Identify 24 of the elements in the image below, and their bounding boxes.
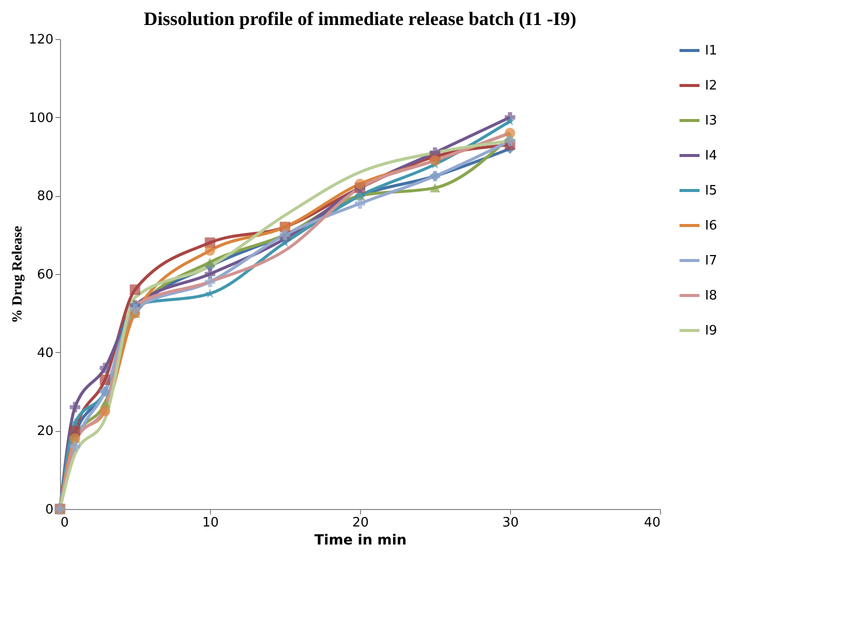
x-axis-title: Time in min: [314, 532, 407, 548]
y-tick-label: 20: [36, 424, 54, 440]
y-tick-label: 40: [36, 346, 54, 361]
legend-label: I7: [705, 254, 718, 268]
legend-label: I4: [705, 148, 718, 164]
legend-label: I3: [705, 114, 718, 128]
legend-label: I1: [705, 44, 718, 58]
x-tick-label: 30: [502, 516, 519, 530]
y-axis-title: % Drug Release: [10, 226, 26, 324]
y-tick-label: 0: [45, 502, 54, 518]
x-tick-label: 0: [60, 516, 69, 530]
legend-label: I9: [705, 324, 718, 338]
legend-label: I2: [705, 78, 718, 94]
y-tick-label: 80: [36, 189, 54, 204]
y-tick-label: 60: [36, 268, 54, 282]
y-tick-label: 100: [28, 110, 54, 126]
chart-title: Dissolution profile of immediate release batch (I1 -I9): [144, 9, 576, 30]
x-tick-label: 20: [352, 516, 369, 530]
legend-label: I5: [705, 184, 718, 198]
legend-label: I6: [705, 218, 718, 234]
x-tick-label: 10: [202, 516, 219, 530]
legend-label: I8: [705, 288, 718, 304]
x-tick-label: 40: [644, 516, 660, 530]
y-tick-label: 120: [28, 32, 54, 48]
